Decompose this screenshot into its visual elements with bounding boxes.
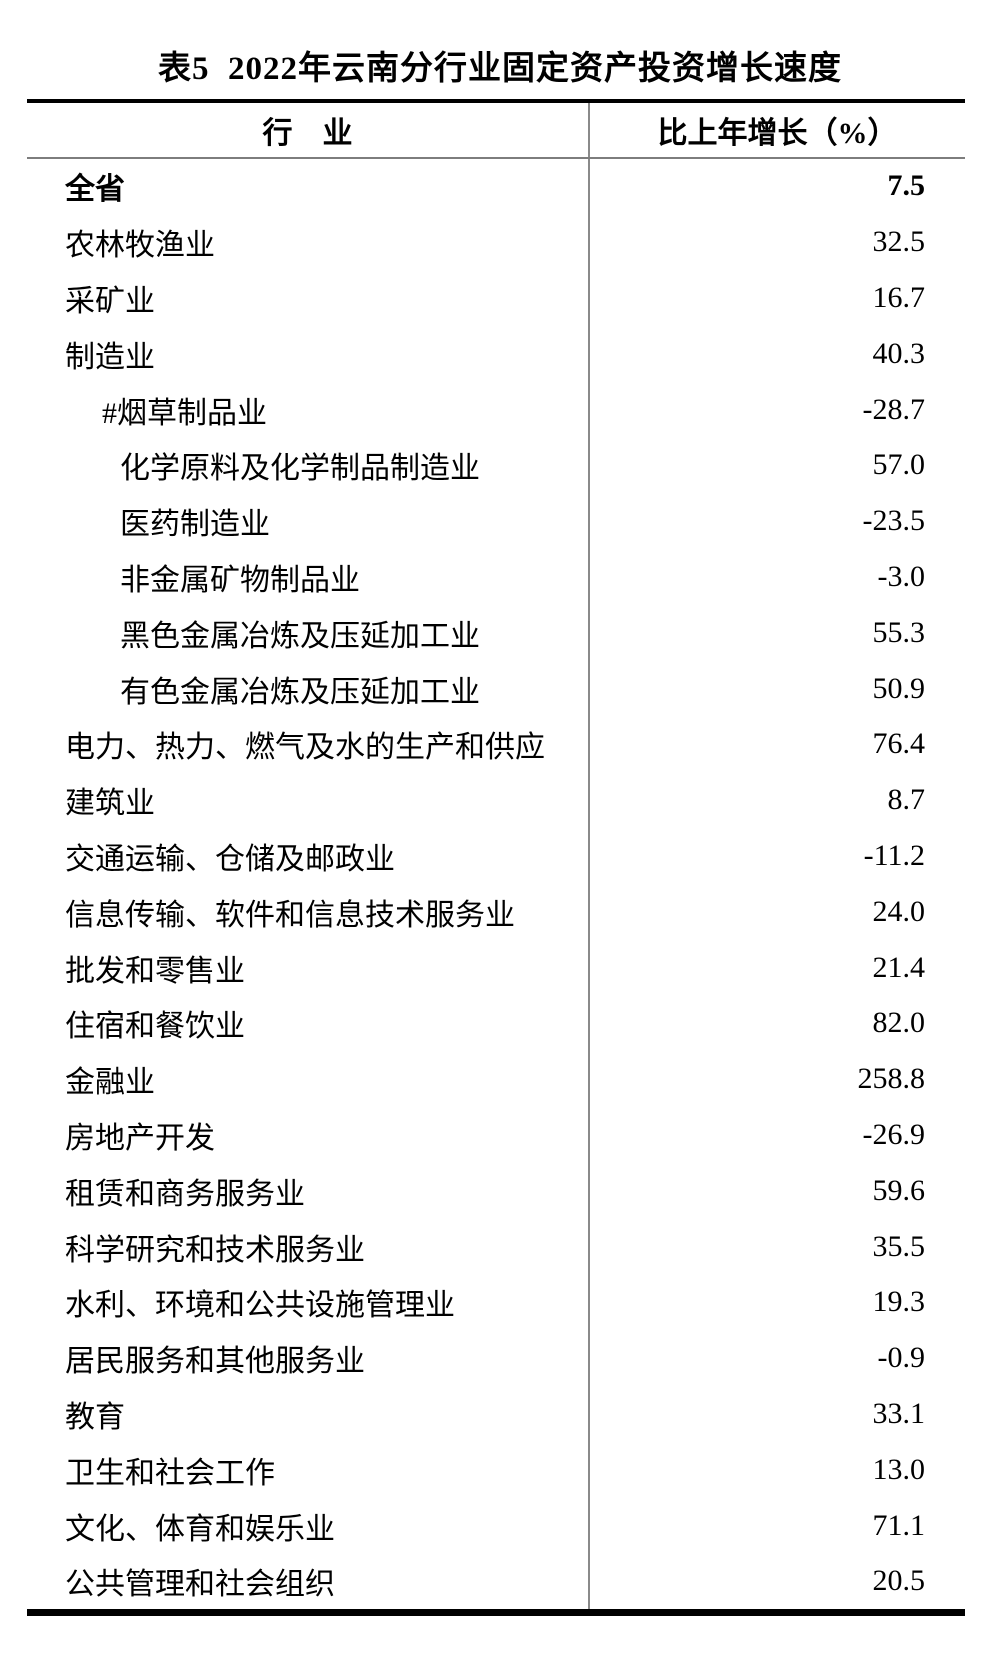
industry-label: 交通运输、仓储及邮政业 (65, 843, 395, 877)
table-row: 卫生和社会工作 13.0 (27, 1441, 965, 1498)
industry-label: 文化、体育和娱乐业 (65, 1512, 335, 1546)
table-header-row: 行 业 比上年增长（%） (27, 102, 965, 159)
growth-value: -26.9 (862, 1118, 926, 1152)
industry-label: 房地产开发 (65, 1122, 215, 1156)
industry-label: 医药制造业 (120, 508, 270, 542)
industry-label: 电力、热力、燃气及水的生产和供应 (65, 731, 545, 765)
industry-label: 教育 (65, 1401, 125, 1435)
industry-label: 建筑业 (65, 787, 155, 821)
industry-label: 制造业 (65, 340, 155, 374)
table-row: 公共管理和社会组织 20.5 (27, 1553, 965, 1610)
growth-value: 258.8 (857, 1062, 926, 1096)
table-row: 金融业 258.8 (27, 1051, 965, 1108)
growth-value: 33.1 (872, 1397, 926, 1431)
growth-value: 19.3 (872, 1285, 926, 1319)
table-row: 交通运输、仓储及邮政业 -11.2 (27, 828, 965, 884)
industry-label: 科学研究和技术服务业 (65, 1233, 365, 1267)
table-row: 水利、环境和公共设施管理业 19.3 (27, 1274, 965, 1331)
table-row: 有色金属冶炼及压延加工业 50.9 (27, 660, 965, 717)
industry-label: 金融业 (65, 1066, 155, 1100)
growth-value: -28.7 (862, 392, 926, 426)
table-row: 黑色金属冶炼及压延加工业 55.3 (27, 604, 965, 661)
industry-label: 租赁和商务服务业 (65, 1177, 305, 1211)
growth-value: 8.7 (887, 783, 926, 817)
growth-value: 21.4 (872, 950, 926, 984)
industry-growth-table: 行 业 比上年增长（%） 全省 7.5 农林牧渔业 32.5 采矿业 16.7 … (27, 98, 965, 1617)
growth-value: 57.0 (872, 448, 926, 482)
growth-value: 24.0 (872, 894, 926, 928)
table-title: 表5 2022年云南分行业固定资产投资增长速度 (158, 51, 842, 87)
industry-label: 卫生和社会工作 (65, 1456, 275, 1490)
table-row: 教育 33.1 (27, 1386, 965, 1442)
growth-value: -0.9 (877, 1341, 926, 1375)
industry-label: 公共管理和社会组织 (65, 1568, 335, 1602)
industry-label: 黑色金属冶炼及压延加工业 (120, 619, 480, 653)
table-row: 信息传输、软件和信息技术服务业 24.0 (27, 883, 965, 940)
table-row: 全省 7.5 (27, 158, 965, 215)
industry-label: 居民服务和其他服务业 (65, 1345, 365, 1379)
table-row: 化学原料及化学制品制造业 57.0 (27, 437, 965, 494)
growth-value: 16.7 (872, 281, 926, 315)
industry-label: 采矿业 (65, 285, 155, 319)
industry-label: 有色金属冶炼及压延加工业 (120, 675, 480, 709)
table-row: 农林牧渔业 32.5 (27, 214, 965, 271)
table-body: 全省 7.5 农林牧渔业 32.5 采矿业 16.7 制造业 40.3 #烟草制… (27, 158, 965, 1610)
industry-label: 化学原料及化学制品制造业 (120, 452, 480, 486)
table-row: 住宿和餐饮业 82.0 (27, 995, 965, 1052)
growth-value: 50.9 (872, 671, 926, 705)
table-row: 非金属矿物制品业 -3.0 (27, 549, 965, 605)
table-row: 科学研究和技术服务业 35.5 (27, 1218, 965, 1275)
growth-value: 71.1 (872, 1508, 926, 1542)
table-row: 制造业 40.3 (27, 325, 965, 382)
table-row: 房地产开发 -26.9 (27, 1107, 965, 1163)
industry-label: 非金属矿物制品业 (120, 564, 360, 598)
growth-value: -3.0 (877, 560, 926, 594)
table-row: 批发和零售业 21.4 (27, 939, 965, 996)
growth-value: -23.5 (862, 504, 926, 538)
table-row: 租赁和商务服务业 59.6 (27, 1162, 965, 1219)
growth-value: 76.4 (872, 727, 926, 761)
growth-value: 35.5 (872, 1229, 926, 1263)
growth-value: 59.6 (872, 1173, 926, 1207)
table-row: 医药制造业 -23.5 (27, 493, 965, 550)
growth-value: 82.0 (872, 1006, 926, 1040)
table-row: 居民服务和其他服务业 -0.9 (27, 1330, 965, 1387)
table-row: 建筑业 8.7 (27, 772, 965, 829)
growth-value: 20.5 (872, 1564, 926, 1598)
column-header-industry: 行 业 (27, 102, 590, 157)
table-row: 采矿业 16.7 (27, 270, 965, 326)
growth-value: 13.0 (872, 1452, 926, 1486)
table-row: 文化、体育和娱乐业 71.1 (27, 1497, 965, 1554)
column-header-growth: 比上年增长（%） (657, 116, 898, 150)
industry-label: 农林牧渔业 (65, 229, 215, 263)
growth-value: 7.5 (887, 169, 926, 203)
growth-value: 55.3 (872, 615, 926, 649)
industry-label: 批发和零售业 (65, 954, 245, 988)
table-row: #烟草制品业 -28.7 (27, 381, 965, 438)
industry-label: 信息传输、软件和信息技术服务业 (65, 898, 515, 932)
industry-label: #烟草制品业 (102, 396, 267, 430)
industry-label: 全省 (65, 173, 125, 207)
growth-value: 40.3 (872, 336, 926, 370)
industry-label: 住宿和餐饮业 (65, 1010, 245, 1044)
industry-label: 水利、环境和公共设施管理业 (65, 1289, 455, 1323)
table-row: 电力、热力、燃气及水的生产和供应 76.4 (27, 716, 965, 773)
growth-value: -11.2 (863, 839, 925, 873)
growth-value: 32.5 (872, 225, 926, 259)
